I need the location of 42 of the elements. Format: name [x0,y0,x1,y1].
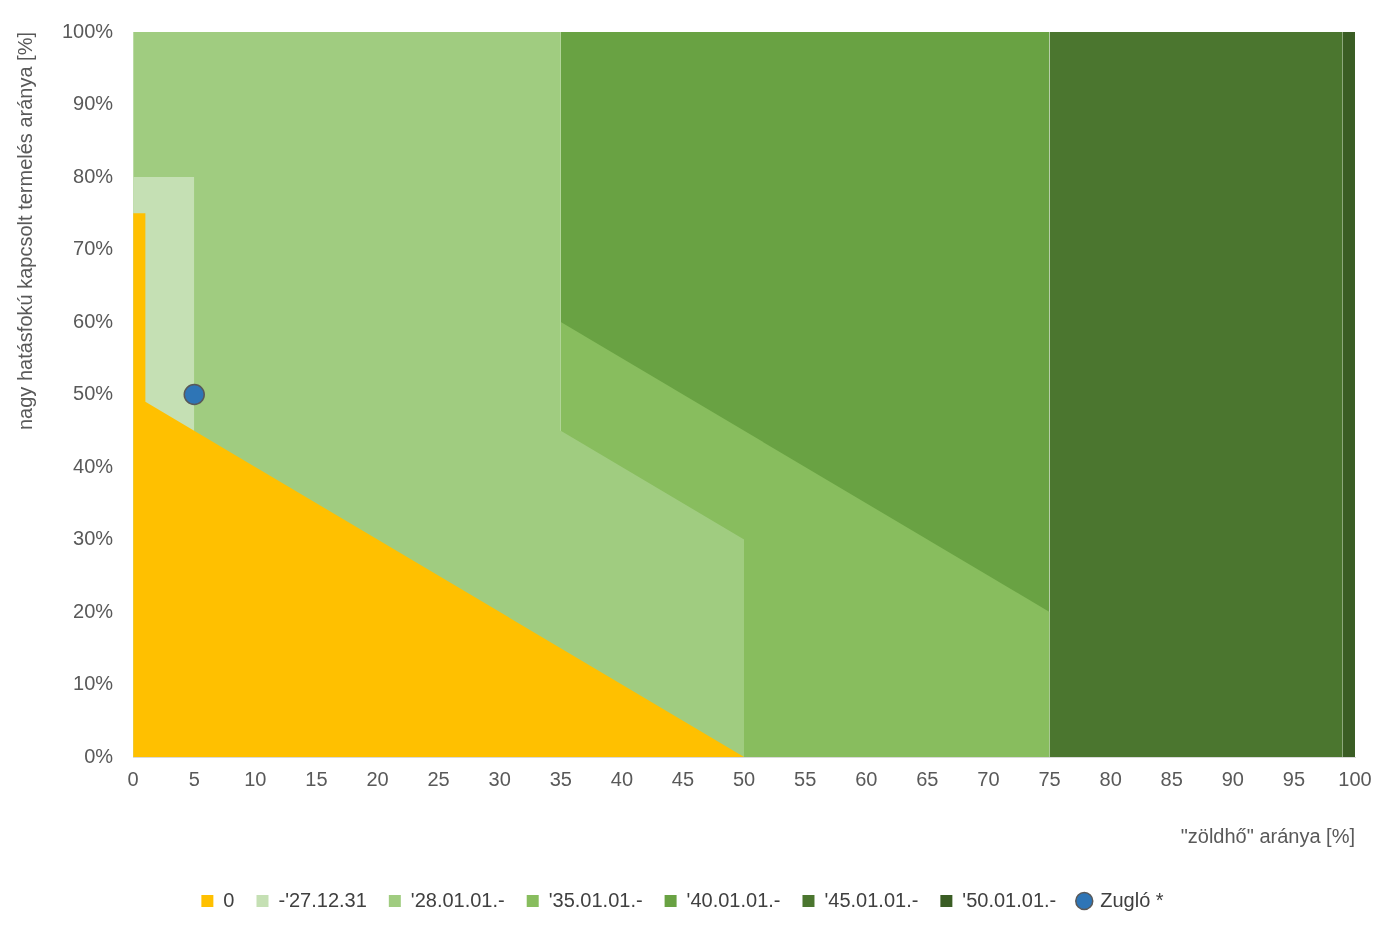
x-tick-label: 10 [244,767,267,790]
y-tick-label: 30% [73,527,114,550]
y-tick-label: 0% [84,744,114,767]
y-tick-label: 60% [73,309,114,332]
x-tick-label: 5 [188,767,200,790]
x-tick-label: 35 [549,767,572,790]
y-tick-label: 100% [62,19,114,42]
legend-label: '40.01.01.- [686,888,781,911]
y-tick-label: 90% [73,92,114,115]
y-tick-label: 70% [73,237,114,260]
legend-label: '35.01.01.- [548,888,643,911]
x-tick-label: 75 [1038,767,1061,790]
x-tick-label: 25 [427,767,450,790]
x-tick-label: 30 [488,767,511,790]
legend-label: -'27.12.31 [278,888,367,911]
y-tick-label: 80% [73,164,114,187]
y-tick-label: 20% [73,599,114,622]
x-tick-label: 20 [366,767,389,790]
x-tick-label: 55 [794,767,817,790]
x-tick-label: 70 [977,767,1000,790]
x-tick-label: 50 [732,767,756,790]
x-tick-label: 45 [671,767,695,790]
x-tick-label: 60 [855,767,878,790]
x-tick-label: 40 [610,767,634,790]
x-tick-label: 85 [1160,767,1183,790]
y-axis-title: nagy hatásfokú kapcsolt termelés aránya [%] [13,32,36,430]
legend-label: '50.01.01.- [962,888,1057,911]
x-tick-label: 15 [305,767,328,790]
y-tick-label: 40% [73,454,114,477]
x-tick-label: 80 [1099,767,1122,790]
y-tick-label: 50% [73,382,114,405]
x-tick-label: 65 [916,767,939,790]
x-tick-label: 0 [127,767,139,790]
legend-label: Zugló * [1100,888,1164,911]
x-tick-label: 90 [1221,767,1244,790]
legend-label: '45.01.01.- [824,888,919,911]
x-tick-label: 100 [1338,767,1372,790]
legend-label: 0 [223,888,235,911]
y-tick-label: 10% [73,672,114,695]
x-tick-label: 95 [1282,767,1306,790]
legend-label: '28.01.01.- [410,888,505,911]
x-axis-title: "zöldhő" aránya [%] [1180,824,1355,847]
